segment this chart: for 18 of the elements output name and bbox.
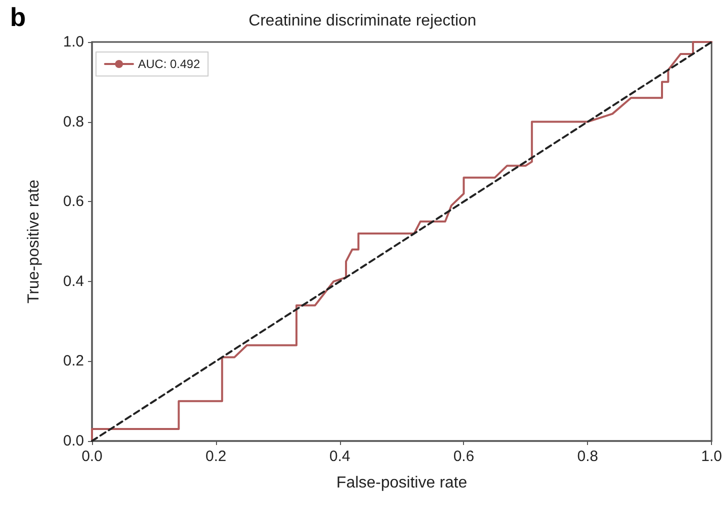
line-series — [91, 41, 713, 442]
y-tick-label: 0.0 — [63, 432, 84, 450]
text: b — [10, 2, 26, 33]
chart-title: Creatinine discriminate rejection — [248, 12, 476, 30]
y-axis-title: True-positive rate — [26, 179, 42, 304]
x-tick-label: 1.0 — [701, 448, 722, 465]
y-tick-label: 0.2 — [63, 352, 84, 370]
legend-label: AUC: 0.492 — [138, 57, 200, 71]
y-tick-label: 0.4 — [63, 272, 84, 290]
x-tick-label: 0.8 — [577, 448, 598, 465]
y-tick-label: 0.8 — [63, 113, 84, 130]
y-tick-label: 0.6 — [63, 193, 84, 210]
x-axis-title: False-positive rate — [336, 474, 468, 492]
x-tick-label: 0.0 — [82, 448, 102, 465]
x-tick-label: 0.4 — [329, 448, 350, 465]
x-tick-label: 0.6 — [453, 448, 474, 465]
y-tick-label: 1.0 — [63, 34, 84, 50]
x-tick-label: 0.2 — [205, 448, 226, 465]
